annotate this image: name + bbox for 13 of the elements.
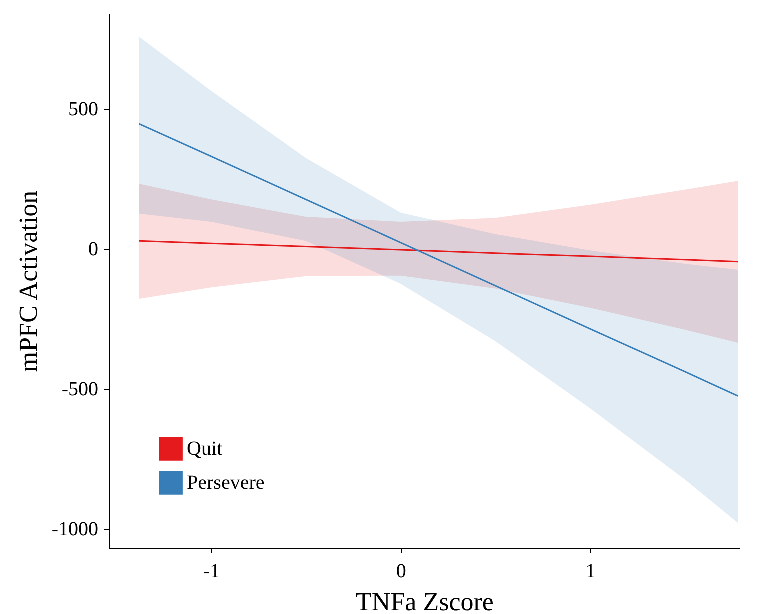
y-tick-label: 500	[68, 98, 98, 120]
y-axis-title: mPFC Activation	[14, 190, 43, 372]
legend-label: Quit	[187, 438, 223, 460]
y-tick-label: -1000	[52, 518, 98, 540]
y-tick-label: 0	[88, 238, 98, 260]
x-axis-title: TNFa Zscore	[356, 588, 494, 614]
legend-label: Persevere	[187, 472, 265, 494]
y-tick-label: -500	[62, 378, 98, 400]
line-series	[138, 240, 739, 263]
x-tick-label: 1	[586, 560, 596, 582]
x-tick-label: 0	[396, 560, 406, 582]
x-tick-label: -1	[203, 560, 220, 582]
line-series	[138, 123, 739, 397]
